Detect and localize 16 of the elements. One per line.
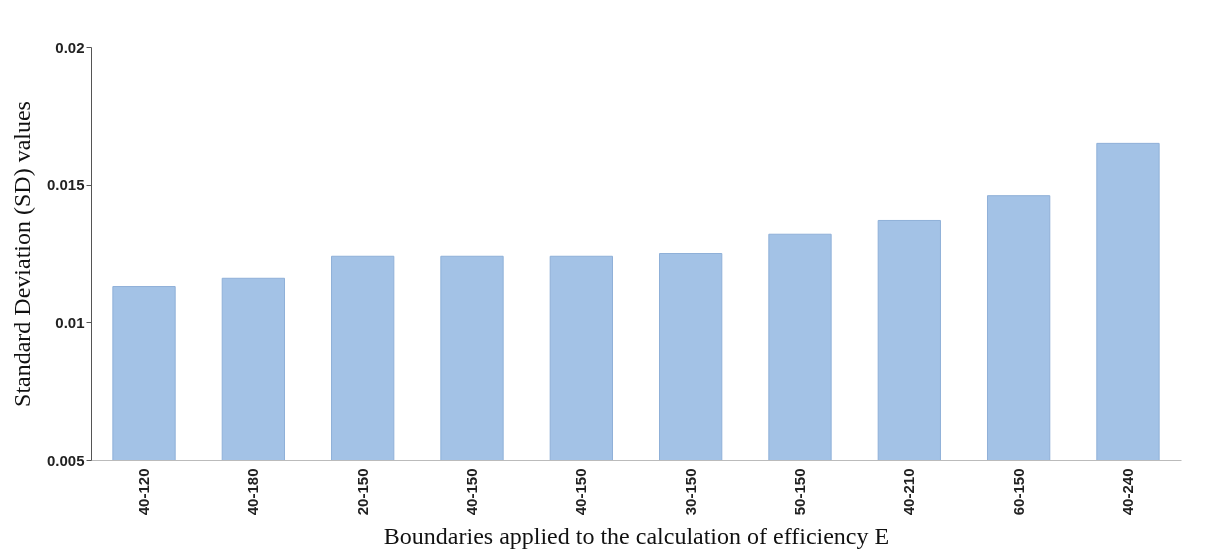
x-tick-label: 20-150	[353, 468, 371, 516]
x-tick-label: 30-150	[681, 468, 699, 516]
x-tick-label: 50-150	[790, 468, 808, 516]
x-tick-label: 40-180	[244, 468, 262, 516]
x-tick-label: 40-150	[463, 468, 481, 516]
y-tick-label: 0.015	[46, 176, 85, 194]
x-tick-label: 60-150	[1009, 468, 1027, 516]
y-tick-label: 0.01	[55, 313, 85, 331]
x-axis-title: Boundaries applied to the calculation of efficiency E	[383, 523, 890, 550]
y-tick-label: 0.02	[55, 38, 85, 56]
y-axis-title: Standard Deviation (SD) values	[8, 101, 35, 407]
x-tick-label: 40-240	[1118, 468, 1136, 516]
x-tick-label: 40-210	[900, 468, 918, 516]
x-tick-label: 40-150	[572, 468, 590, 516]
y-tick-label: 0.005	[46, 451, 85, 469]
x-tick-label: 40-120	[135, 468, 153, 516]
